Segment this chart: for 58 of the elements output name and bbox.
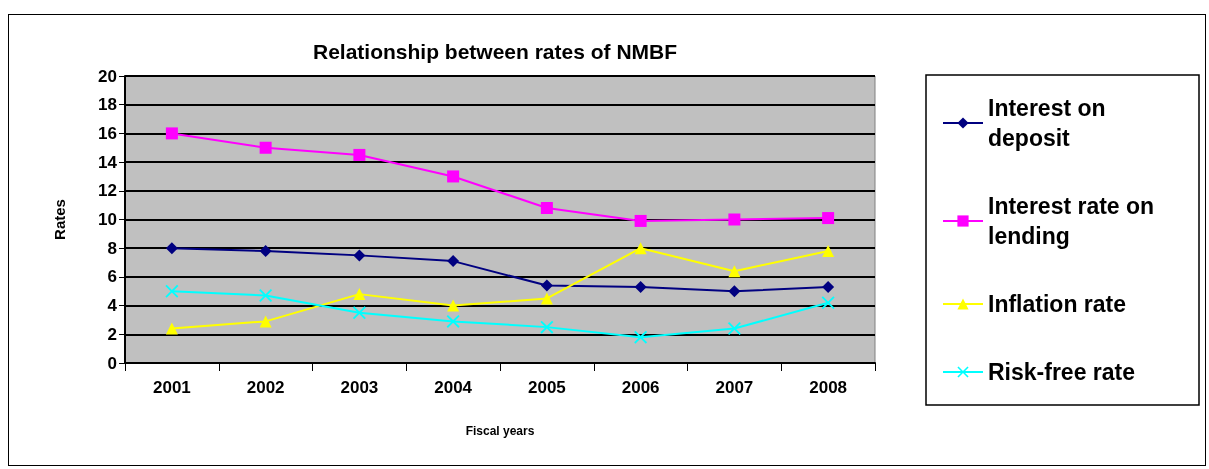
x-tick-label: 2003 [340, 378, 379, 397]
x-tick-label: 2001 [152, 378, 191, 397]
legend-label: Inflation rate [988, 291, 1127, 317]
point [634, 214, 647, 227]
point [447, 170, 460, 183]
point [822, 245, 835, 258]
y-tick-label: 6 [107, 267, 117, 287]
y-tick-label: 4 [107, 296, 118, 316]
point [728, 285, 741, 298]
legend-label: Interest rate on lending [988, 193, 1161, 249]
point [634, 280, 647, 293]
y-tick-label: 2 [107, 324, 117, 344]
point [165, 284, 179, 298]
point [446, 314, 460, 328]
y-tick-label: 16 [98, 123, 117, 143]
y-tick-label: 8 [107, 238, 117, 258]
x-tick-label: 2008 [809, 378, 848, 397]
point [259, 315, 272, 328]
point [353, 148, 366, 161]
point [165, 242, 178, 255]
y-tick-label: 14 [98, 152, 118, 172]
point [540, 202, 553, 215]
x-axis-title: Fiscal years [465, 424, 535, 438]
point [447, 299, 460, 312]
y-tick-label: 18 [98, 95, 117, 115]
legend-label: Interest on deposit [988, 95, 1112, 151]
point [822, 280, 835, 293]
point [728, 213, 741, 226]
point [352, 306, 366, 320]
point [259, 141, 272, 154]
point [634, 330, 648, 344]
point [540, 320, 554, 334]
x-tick-label: 2006 [621, 378, 660, 397]
point [259, 289, 273, 303]
point [540, 292, 553, 305]
point [259, 245, 272, 258]
chart-title: Relationship between rates of NMBF [312, 40, 678, 63]
point [821, 296, 835, 310]
point [165, 127, 178, 140]
point [447, 255, 460, 268]
y-axis-title: Rates [51, 199, 68, 240]
y-tick-label: 0 [107, 353, 117, 373]
point [728, 265, 741, 278]
point [727, 322, 741, 336]
x-tick-label: 2004 [434, 378, 473, 397]
y-tick-label: 20 [98, 66, 117, 86]
x-tick-label: 2005 [527, 378, 566, 397]
point [540, 279, 553, 292]
point [822, 212, 835, 225]
x-tick-label: 2007 [715, 378, 754, 397]
x-tick-label: 2002 [246, 378, 285, 397]
point [353, 288, 366, 301]
point [353, 249, 366, 262]
point [634, 242, 647, 255]
legend-label: Risk-free rate [988, 359, 1136, 385]
y-tick-label: 10 [98, 210, 117, 229]
point [165, 322, 178, 335]
y-tick-label: 12 [98, 181, 117, 201]
